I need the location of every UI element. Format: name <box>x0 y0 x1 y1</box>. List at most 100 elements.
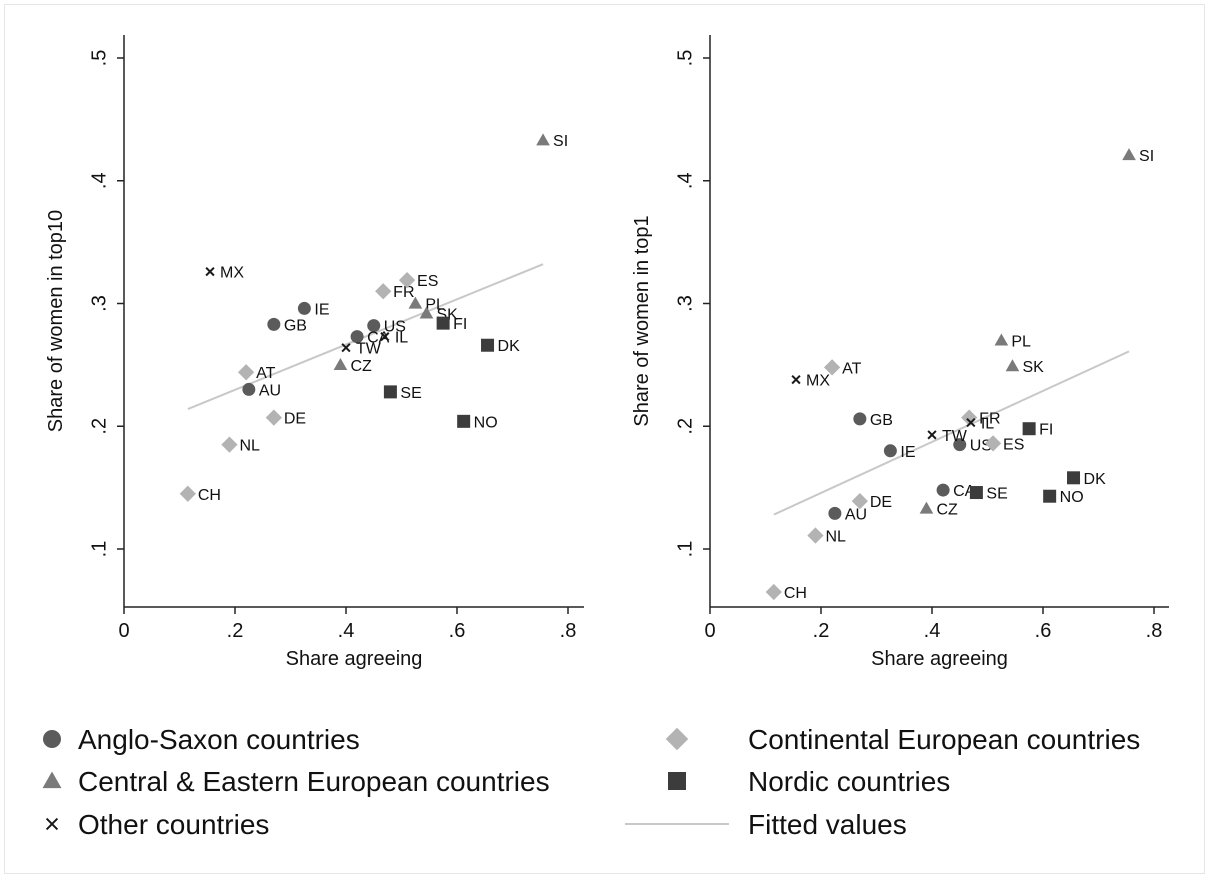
point-ch <box>765 583 782 601</box>
figure-border <box>4 4 1205 874</box>
point-si <box>536 133 550 146</box>
point-label-cz: CZ <box>350 358 372 375</box>
point-label-de: DE <box>870 494 892 511</box>
y-tick-label: .2 <box>674 418 696 435</box>
point-es <box>984 435 1002 452</box>
point-label-ch: CH <box>784 585 807 602</box>
x-tick-label: .4 <box>338 620 355 642</box>
y-tick-label: .3 <box>88 295 110 312</box>
x-tick-label: 0 <box>118 620 129 642</box>
point-pl <box>994 333 1009 346</box>
y-tick-label: .2 <box>88 418 110 435</box>
fitted-line <box>187 263 544 410</box>
point-dk <box>481 338 495 352</box>
point-label-dk: DK <box>498 338 521 355</box>
point-us <box>953 438 967 452</box>
point-si <box>1122 148 1136 161</box>
point-label-pl: PL <box>1011 333 1031 350</box>
point-label-no: NO <box>474 414 498 431</box>
panel-top10: 0 .2 .4 .6 .8 .1 .2 .3 .4 .5 Share agreeing Share o… <box>45 35 584 670</box>
point-fi <box>1022 422 1036 436</box>
legend-other-label: Other countries <box>78 809 269 840</box>
point-es <box>398 272 416 289</box>
point-il <box>380 332 390 342</box>
point-fr <box>375 283 392 300</box>
point-tw <box>341 343 351 353</box>
x-tick-label: .6 <box>1035 620 1052 642</box>
point-label-fi: FI <box>1039 422 1053 439</box>
point-cz <box>919 501 934 514</box>
point-label-no: NO <box>1060 489 1084 506</box>
point-label-au: AU <box>845 506 867 523</box>
point-label-si: SI <box>1139 148 1154 165</box>
x-tick-label: .2 <box>227 620 244 642</box>
x-tick-label: 0 <box>704 620 715 642</box>
x-tick-label: .6 <box>449 620 466 642</box>
point-label-tw: TW <box>942 428 968 445</box>
y-tick-label: .4 <box>674 172 696 189</box>
point-label-at: AT <box>842 360 861 377</box>
fitted-line <box>773 350 1130 516</box>
legend-continental-label: Continental European countries <box>748 724 1140 755</box>
point-dk <box>1067 471 1081 485</box>
point-label-cz: CZ <box>936 501 958 518</box>
point-de <box>851 493 868 510</box>
y-tick-label: .3 <box>674 295 696 312</box>
legend-central-icon <box>42 771 62 789</box>
point-ie <box>297 301 311 315</box>
point-fr <box>961 409 978 426</box>
point-at <box>237 364 255 381</box>
point-il <box>966 417 976 428</box>
point-ch <box>179 485 196 502</box>
point-label-il: IL <box>981 416 994 433</box>
point-cz <box>333 358 348 370</box>
legend-fitted-label: Fitted values <box>748 809 907 840</box>
point-mx <box>205 266 215 277</box>
point-label-se: SE <box>986 486 1007 503</box>
legend-anglo-label: Anglo-Saxon countries <box>78 724 360 755</box>
point-pl <box>408 296 423 309</box>
point-ca <box>936 483 950 497</box>
point-label-at: AT <box>256 365 275 382</box>
y-axis-title: Share of women in top1 <box>631 215 653 426</box>
point-fi <box>436 316 450 330</box>
point-se <box>969 486 983 500</box>
point-label-ca: CA <box>367 330 390 347</box>
point-label-gb: GB <box>284 317 307 334</box>
point-ca <box>350 330 364 344</box>
point-us <box>367 319 381 333</box>
point-nl <box>807 527 824 544</box>
point-gb <box>267 317 281 331</box>
point-no <box>1043 489 1057 503</box>
point-label-es: ES <box>417 273 438 290</box>
legend-nordic-icon <box>668 772 686 790</box>
x-tick-label: .8 <box>560 620 577 642</box>
y-tick-label: .1 <box>88 541 110 558</box>
point-label-de: DE <box>284 411 306 428</box>
point-label-us: US <box>970 438 992 455</box>
y-tick-label: .4 <box>88 172 110 189</box>
y-tick-label: .1 <box>674 541 696 558</box>
point-no <box>457 414 471 428</box>
x-axis-title: Share agreeing <box>286 648 423 670</box>
point-ie <box>883 444 897 458</box>
point-label-tw: TW <box>356 341 382 358</box>
x-tick-label: .8 <box>1146 620 1163 642</box>
legend-central-label: Central & Eastern European countries <box>78 766 550 797</box>
point-label-ie: IE <box>900 444 915 461</box>
point-label-sk: SK <box>1022 359 1044 376</box>
point-label-nl: NL <box>239 438 260 455</box>
point-label-us: US <box>384 319 406 336</box>
legend-continental-icon <box>665 727 689 751</box>
point-tw <box>927 430 937 440</box>
point-label-il: IL <box>395 330 408 347</box>
point-label-gb: GB <box>870 412 893 429</box>
x-axis-title: Share agreeing <box>871 648 1008 670</box>
y-tick-label: .5 <box>674 50 696 67</box>
point-label-mx: MX <box>806 373 830 390</box>
point-label-si: SI <box>553 133 568 150</box>
point-sk <box>419 306 434 319</box>
point-label-dk: DK <box>1084 471 1107 488</box>
point-label-fr: FR <box>393 284 414 301</box>
